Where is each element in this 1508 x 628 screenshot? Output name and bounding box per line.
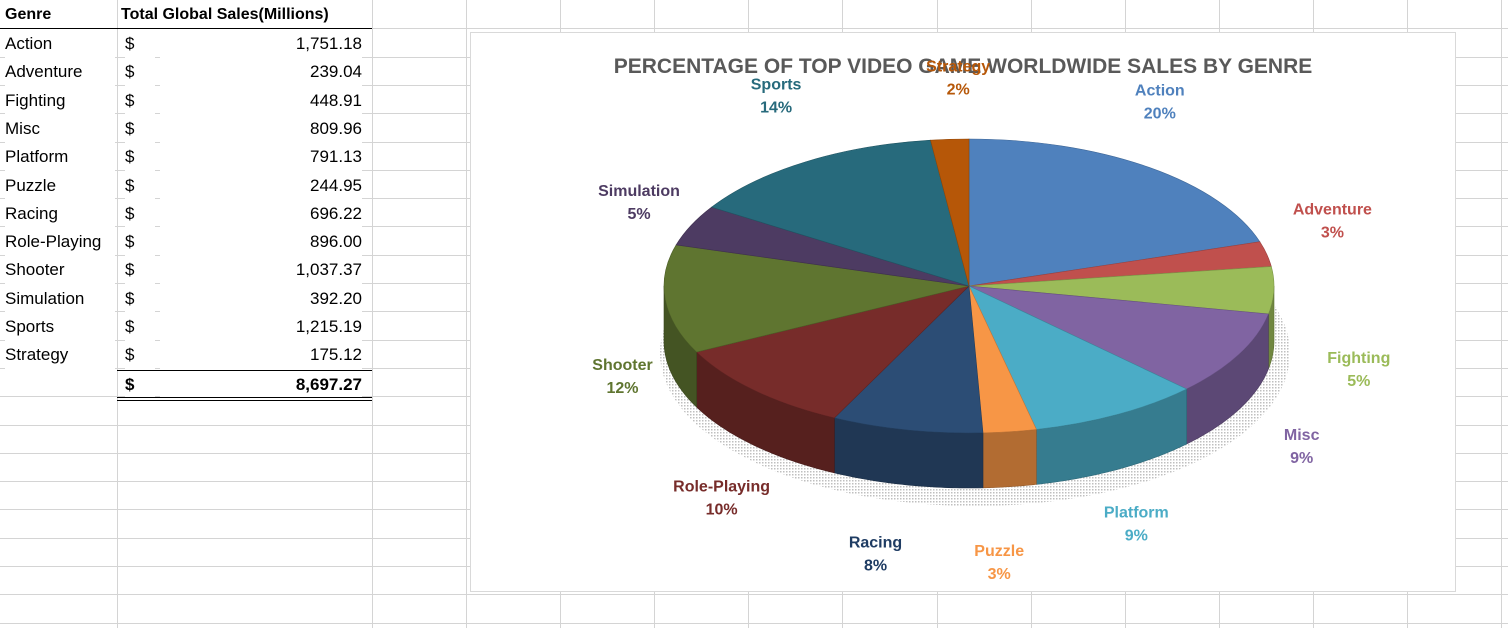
grid-row-line <box>0 594 1508 596</box>
sales-cell[interactable]: 1,037.37 <box>160 256 362 285</box>
data-label-percent: 3% <box>1321 225 1344 242</box>
genre-cell[interactable]: Platform <box>5 143 115 172</box>
currency-cell[interactable]: $ <box>125 143 155 172</box>
pie-slice-misc[interactable] <box>968 285 1269 390</box>
pie-slices <box>663 138 1275 434</box>
data-label-category: Adventure <box>1293 202 1372 219</box>
data-label-percent: 5% <box>627 206 650 223</box>
pie-slice-action[interactable] <box>968 138 1261 287</box>
data-label-percent: 5% <box>1347 373 1370 390</box>
grid-column-line <box>372 0 373 628</box>
pie-slice-racing[interactable] <box>833 285 984 434</box>
data-label-category: Fighting <box>1327 350 1390 367</box>
pie-slice-platform[interactable] <box>968 285 1188 430</box>
currency-cell[interactable]: $ <box>125 171 155 200</box>
genre-cell[interactable]: Shooter <box>5 256 115 285</box>
sales-cell[interactable]: 896.00 <box>160 228 362 257</box>
genre-cell[interactable]: Strategy <box>5 341 115 370</box>
pie-data-labels: Action 20% Adventure 3% Fighting 5% Misc 9% Plat… <box>592 58 1390 583</box>
sales-cell[interactable]: 175.12 <box>160 341 362 370</box>
data-label-percent: 10% <box>706 502 738 519</box>
data-label-category: Strategy <box>926 58 990 75</box>
currency-cell[interactable]: $ <box>125 256 155 285</box>
sales-table: Genre Total Global Sales(Millions) Action $… <box>0 0 372 401</box>
sales-cell[interactable]: 448.91 <box>160 86 362 115</box>
header-border <box>0 28 372 29</box>
genre-cell[interactable]: Sports <box>5 313 115 341</box>
sales-cell[interactable]: 392.20 <box>160 284 362 313</box>
sales-cell[interactable]: 239.04 <box>160 58 362 87</box>
total-top-border <box>117 369 372 371</box>
data-label-percent: 3% <box>988 566 1011 583</box>
data-label-category: Puzzle <box>974 543 1024 560</box>
data-label-category: Simulation <box>598 183 680 200</box>
pie-chart-svg: PERCENTAGE OF TOP VIDEO GAME WORLDWIDE S… <box>592 55 1390 583</box>
pie-slice-strategy[interactable] <box>930 138 970 287</box>
currency-cell[interactable]: $ <box>125 284 155 313</box>
pie-slice-sports[interactable] <box>710 139 970 287</box>
grid-row-line <box>0 28 1508 30</box>
sales-cell[interactable]: 244.95 <box>160 171 362 200</box>
data-label-percent: 2% <box>947 81 970 98</box>
data-label-category: Racing <box>849 535 902 552</box>
currency-cell[interactable]: $ <box>125 114 155 143</box>
total-double-underline <box>117 399 372 401</box>
data-label-category: Platform <box>1104 505 1169 522</box>
total-double-underline <box>117 396 372 398</box>
pie-slice-role-playing[interactable] <box>695 285 970 419</box>
genre-cell[interactable]: Puzzle <box>5 171 115 200</box>
sales-cell[interactable]: 696.22 <box>160 199 362 228</box>
grid-row-line <box>0 622 1508 624</box>
data-label-category: Misc <box>1284 427 1320 444</box>
pie-side-walls <box>663 285 1275 489</box>
data-label-percent: 20% <box>1144 105 1176 122</box>
sales-cell[interactable]: 809.96 <box>160 114 362 143</box>
data-label-percent: 14% <box>760 100 792 117</box>
header-genre[interactable]: Genre <box>5 1 113 29</box>
data-label-percent: 9% <box>1290 450 1313 467</box>
pie-slice-shooter[interactable] <box>663 244 970 353</box>
currency-cell[interactable]: $ <box>125 58 155 87</box>
header-sales[interactable]: Total Global Sales(Millions) <box>121 1 369 29</box>
data-label-category: Shooter <box>592 357 652 374</box>
data-label-category: Action <box>1135 82 1185 99</box>
genre-cell[interactable]: Adventure <box>5 58 115 87</box>
genre-cell[interactable]: Action <box>5 30 115 58</box>
data-label-percent: 9% <box>1125 528 1148 545</box>
sales-cell[interactable]: 791.13 <box>160 143 362 172</box>
data-label-percent: 8% <box>864 558 887 575</box>
grid-column-line <box>466 0 467 628</box>
genre-cell[interactable]: Racing <box>5 199 115 228</box>
currency-cell[interactable]: $ <box>125 199 155 228</box>
genre-cell[interactable]: Misc <box>5 114 115 143</box>
currency-cell[interactable]: $ <box>125 313 155 341</box>
sales-cell[interactable]: 1,751.18 <box>160 30 362 58</box>
data-label-category: Sports <box>751 77 802 94</box>
currency-cell[interactable]: $ <box>125 341 155 370</box>
currency-cell[interactable]: $ <box>125 228 155 257</box>
currency-cell[interactable]: $ <box>125 86 155 115</box>
data-label-category: Role-Playing <box>673 479 770 496</box>
currency-cell[interactable]: $ <box>125 30 155 58</box>
chart-title: PERCENTAGE OF TOP VIDEO GAME WORLDWIDE S… <box>614 55 1313 78</box>
grid-column-line <box>1501 0 1502 628</box>
sales-cell[interactable]: 1,215.19 <box>160 313 362 341</box>
pie-side-puzzle <box>982 429 1037 489</box>
total-currency-cell[interactable]: $ <box>125 370 155 399</box>
pie-chart[interactable]: PERCENTAGE OF TOP VIDEO GAME WORLDWIDE S… <box>470 32 1456 592</box>
genre-cell[interactable]: Simulation <box>5 284 115 313</box>
grid-column-line <box>117 0 118 628</box>
total-cell[interactable]: 8,697.27 <box>160 370 362 399</box>
genre-cell[interactable]: Role-Playing <box>5 228 115 257</box>
data-label-percent: 12% <box>606 380 638 397</box>
genre-cell[interactable]: Fighting <box>5 86 115 115</box>
